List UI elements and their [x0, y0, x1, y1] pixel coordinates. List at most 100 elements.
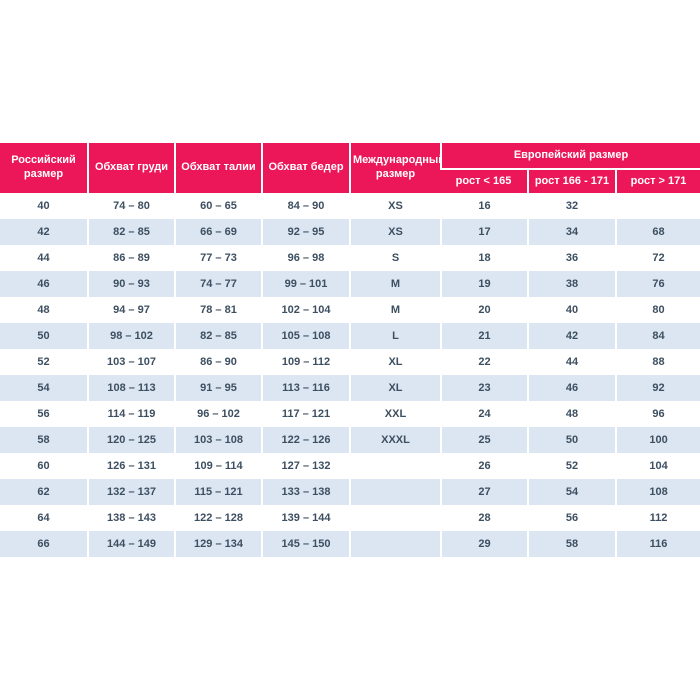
- table-cell: 96 – 102: [174, 401, 261, 427]
- table-cell: 78 – 81: [174, 297, 261, 323]
- table-cell: 16: [440, 193, 527, 219]
- table-cell: 100: [615, 427, 700, 453]
- table-cell: 52: [527, 453, 615, 479]
- table-cell: [349, 453, 440, 479]
- header-row-top: Российский размер Обхват груди Обхват та…: [0, 143, 700, 193]
- table-cell: 26: [440, 453, 527, 479]
- table-cell: 21: [440, 323, 527, 349]
- table-cell: 122 – 128: [174, 505, 261, 531]
- table-cell: 44: [0, 245, 87, 271]
- table-cell: 40: [527, 297, 615, 323]
- table-cell: 114 – 119: [87, 401, 174, 427]
- header-row-sub: рост < 165 рост 166 - 171 рост > 171: [0, 170, 700, 193]
- table-cell: 74 – 80: [87, 193, 174, 219]
- table-cell: 29: [440, 531, 527, 557]
- table-cell: 22: [440, 349, 527, 375]
- table-cell: 139 – 144: [261, 505, 349, 531]
- table-cell: XS: [349, 219, 440, 245]
- table-cell: 27: [440, 479, 527, 505]
- table-cell: 28: [440, 505, 527, 531]
- table-cell: 58: [0, 427, 87, 453]
- table-body: 40 74 – 80 60 – 65 84 – 90 XS 16 32 42 82 – 85 66…: [0, 193, 700, 557]
- table-cell: 113 – 116: [261, 375, 349, 401]
- table-cell: 74 – 77: [174, 271, 261, 297]
- table-cell: M: [349, 271, 440, 297]
- table-cell: 94 – 97: [87, 297, 174, 323]
- table-cell: 46: [0, 271, 87, 297]
- table-row: 54 108 – 113 91 – 95 113 – 116 XL 23 46 92: [0, 375, 700, 401]
- table-cell: 109 – 112: [261, 349, 349, 375]
- table-row: 60 126 – 131 109 – 114 127 – 132 26 52 104: [0, 453, 700, 479]
- table-row: 44 86 – 89 77 – 73 96 – 98 S 18 36 72: [0, 245, 700, 271]
- table-cell: 72: [615, 245, 700, 271]
- table-row: 48 94 – 97 78 – 81 102 – 104 M 20 40 80: [0, 297, 700, 323]
- header-international-size: Международный размер: [349, 143, 440, 193]
- table-cell: 42: [0, 219, 87, 245]
- table-cell: 82 – 85: [174, 323, 261, 349]
- table-cell: 98 – 102: [87, 323, 174, 349]
- table-row: 66 144 – 149 129 – 134 145 – 150 29 58 116: [0, 531, 700, 557]
- table-row: 50 98 – 102 82 – 85 105 – 108 L 21 42 84: [0, 323, 700, 349]
- table-cell: 60: [0, 453, 87, 479]
- table-cell: 126 – 131: [87, 453, 174, 479]
- table-cell: XL: [349, 375, 440, 401]
- table-cell: XXXL: [349, 427, 440, 453]
- table-cell: 104: [615, 453, 700, 479]
- table-cell: 36: [527, 245, 615, 271]
- table-cell: 66 – 69: [174, 219, 261, 245]
- table-cell: 84 – 90: [261, 193, 349, 219]
- table-cell: 48: [527, 401, 615, 427]
- table-cell: 122 – 126: [261, 427, 349, 453]
- table-cell: 96 – 98: [261, 245, 349, 271]
- table-cell: 56: [527, 505, 615, 531]
- table-cell: 86 – 89: [87, 245, 174, 271]
- table-cell: [349, 531, 440, 557]
- table-cell: M: [349, 297, 440, 323]
- table-cell: 60 – 65: [174, 193, 261, 219]
- table-cell: S: [349, 245, 440, 271]
- table-cell: 127 – 132: [261, 453, 349, 479]
- header-height-lt-165: рост < 165: [440, 170, 527, 193]
- header-waist: Обхват талии: [174, 143, 261, 193]
- table-cell: 144 – 149: [87, 531, 174, 557]
- table-cell: 80: [615, 297, 700, 323]
- table-cell: 82 – 85: [87, 219, 174, 245]
- table-header: Российский размер Обхват груди Обхват та…: [0, 143, 700, 193]
- table-row: 42 82 – 85 66 – 69 92 – 95 XS 17 34 68: [0, 219, 700, 245]
- table-cell: 132 – 137: [87, 479, 174, 505]
- table-cell: [349, 479, 440, 505]
- table-cell: 64: [0, 505, 87, 531]
- table-cell: 20: [440, 297, 527, 323]
- table-cell: 117 – 121: [261, 401, 349, 427]
- table-cell: 54: [527, 479, 615, 505]
- table-cell: 50: [0, 323, 87, 349]
- table-row: 62 132 – 137 115 – 121 133 – 138 27 54 108: [0, 479, 700, 505]
- table-cell: 115 – 121: [174, 479, 261, 505]
- table-cell: 32: [527, 193, 615, 219]
- table-cell: 23: [440, 375, 527, 401]
- table-cell: 17: [440, 219, 527, 245]
- table-cell: 91 – 95: [174, 375, 261, 401]
- table-cell: 77 – 73: [174, 245, 261, 271]
- table-cell: 44: [527, 349, 615, 375]
- table-cell: 116: [615, 531, 700, 557]
- table-cell: 38: [527, 271, 615, 297]
- table-cell: 86 – 90: [174, 349, 261, 375]
- table-cell: 52: [0, 349, 87, 375]
- table-cell: XXL: [349, 401, 440, 427]
- table-cell: 62: [0, 479, 87, 505]
- table-cell: 50: [527, 427, 615, 453]
- header-russian-size: Российский размер: [0, 143, 87, 193]
- table-cell: XL: [349, 349, 440, 375]
- table-row: 46 90 – 93 74 – 77 99 – 101 M 19 38 76: [0, 271, 700, 297]
- table-row: 64 138 – 143 122 – 128 139 – 144 28 56 112: [0, 505, 700, 531]
- table-cell: 25: [440, 427, 527, 453]
- table-cell: L: [349, 323, 440, 349]
- table-cell: 76: [615, 271, 700, 297]
- table-cell: 48: [0, 297, 87, 323]
- table-cell: 54: [0, 375, 87, 401]
- table-cell: 84: [615, 323, 700, 349]
- table-cell: 88: [615, 349, 700, 375]
- table-cell: XS: [349, 193, 440, 219]
- table-cell: 145 – 150: [261, 531, 349, 557]
